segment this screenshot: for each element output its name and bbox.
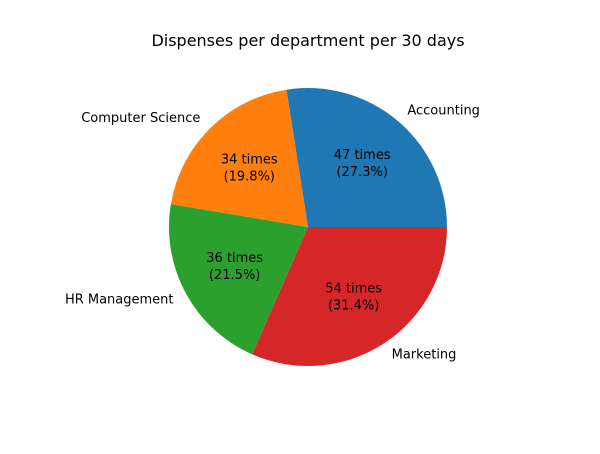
slice-value-label-hr-management: 36 times (206, 251, 263, 266)
pie-slice-accounting (286, 87, 447, 227)
slice-percent-label-accounting: (27.3%) (336, 165, 387, 180)
chart-title: Dispenses per department per 30 days (151, 31, 464, 50)
pie-slice-hr-management (169, 204, 308, 355)
slice-percent-label-computer-science: (19.8%) (224, 169, 275, 184)
slice-label-hr-management: HR Management (65, 292, 174, 307)
pie-labels: Accounting 47 times (27.3%) Computer Scienc… (65, 103, 480, 362)
slice-value-label-marketing: 54 times (325, 281, 382, 296)
slice-label-marketing: Marketing (392, 348, 457, 363)
slice-label-accounting: Accounting (407, 103, 480, 118)
slice-value-label-accounting: 47 times (334, 148, 391, 163)
pie-slice-marketing (252, 227, 447, 366)
slice-percent-label-marketing: (31.4%) (328, 298, 379, 313)
pie-slice-computer-science (170, 89, 308, 227)
slice-percent-label-hr-management: (21.5%) (209, 268, 260, 283)
slice-label-computer-science: Computer Science (81, 111, 200, 126)
slice-value-label-computer-science: 34 times (221, 152, 278, 167)
pie-slices (169, 87, 447, 366)
